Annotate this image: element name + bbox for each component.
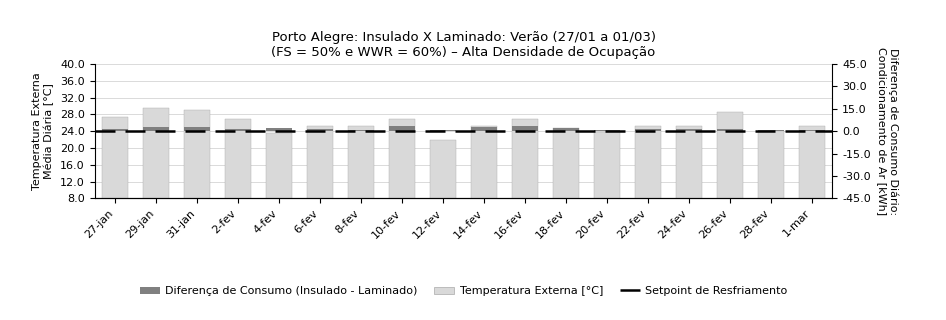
Bar [594, 130, 621, 131]
Bar [389, 119, 415, 232]
Bar [552, 128, 579, 232]
Y-axis label: Diferença de Consumo Diário:
Condicionamento de Ar [kWh]: Diferença de Consumo Diário: Condicionam… [877, 47, 899, 215]
Bar [143, 127, 169, 131]
Bar [552, 128, 579, 131]
Bar [143, 108, 169, 232]
Bar [635, 129, 661, 131]
Bar [184, 127, 210, 131]
Bar [798, 130, 825, 131]
Bar [798, 126, 825, 232]
Bar [266, 133, 292, 232]
Bar [512, 126, 538, 131]
Y-axis label: Temperatura Externa
Média Diária [°C]: Temperatura Externa Média Diária [°C] [32, 72, 55, 190]
Bar [758, 131, 784, 232]
Bar [717, 129, 744, 131]
Bar [225, 129, 252, 131]
Bar [758, 130, 784, 131]
Bar [348, 126, 375, 232]
Bar [225, 119, 252, 232]
Title: Porto Alegre: Insulado X Laminado: Verão (27/01 a 01/03)
(FS = 50% e WWR = 60%) : Porto Alegre: Insulado X Laminado: Verão… [272, 31, 656, 59]
Bar [717, 112, 744, 232]
Bar [471, 126, 498, 232]
Bar [675, 126, 702, 232]
Bar [348, 130, 375, 131]
Bar [184, 110, 210, 232]
Bar [307, 126, 333, 232]
Bar [675, 129, 702, 131]
Bar [307, 129, 333, 131]
Bar [471, 127, 498, 131]
Bar [594, 132, 621, 232]
Bar [635, 126, 661, 232]
Bar [512, 119, 538, 232]
Legend: Diferença de Consumo (Insulado - Laminado), Temperatura Externa [°C], Setpoint d: Diferença de Consumo (Insulado - Laminad… [135, 282, 792, 301]
Bar [266, 128, 292, 131]
Bar [389, 126, 415, 131]
Bar [102, 129, 129, 131]
Bar [102, 116, 129, 232]
Bar [429, 140, 456, 232]
